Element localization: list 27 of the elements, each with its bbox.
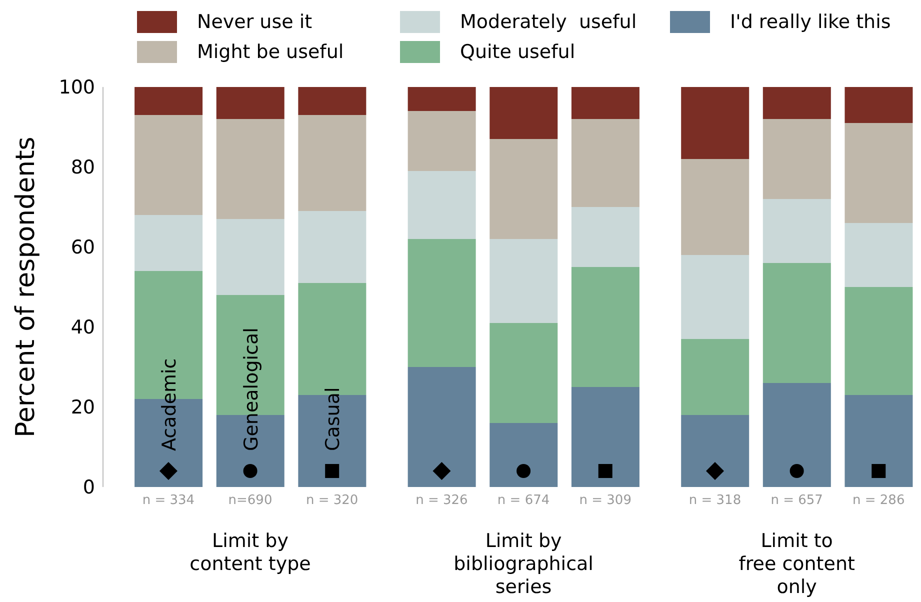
text: Limit to free content only	[738, 530, 855, 598]
x-tick-label: n = 334	[142, 493, 195, 508]
x-tick-label: n = 309	[579, 493, 632, 508]
legend-label: Might be useful	[197, 41, 344, 63]
x-tick-label: n = 286	[852, 493, 905, 508]
annotation: Casual	[322, 387, 344, 451]
y-tick-label: 60	[70, 236, 95, 259]
y-tick-label: 40	[70, 316, 95, 339]
x-tick-label: n = 326	[416, 493, 468, 508]
x-tick-label: n = 657	[770, 493, 823, 508]
x-tick-label: n = 318	[688, 493, 742, 508]
y-tick-label: 80	[70, 156, 95, 179]
y-tick-label: 0	[82, 476, 95, 499]
annotation: Genealogical	[240, 328, 262, 451]
x-tick-label: n = 674	[497, 493, 550, 508]
legend-label: I'd really like this	[730, 11, 891, 33]
x-tick-label: n=690	[228, 493, 272, 508]
legend-label: Quite useful	[460, 41, 576, 63]
legend-label: Never use it	[197, 11, 312, 33]
y-tick-label: 20	[70, 396, 95, 419]
x-tick-label: n = 320	[306, 493, 358, 508]
legend-label: Moderately useful	[460, 11, 637, 33]
annotation: Academic	[158, 358, 180, 451]
text: Limit by bibliographical series	[454, 530, 594, 598]
y-tick-label: 100	[58, 76, 95, 99]
y-axis-title: Percent of respondents	[10, 136, 42, 440]
text: Limit by content type	[190, 530, 311, 575]
